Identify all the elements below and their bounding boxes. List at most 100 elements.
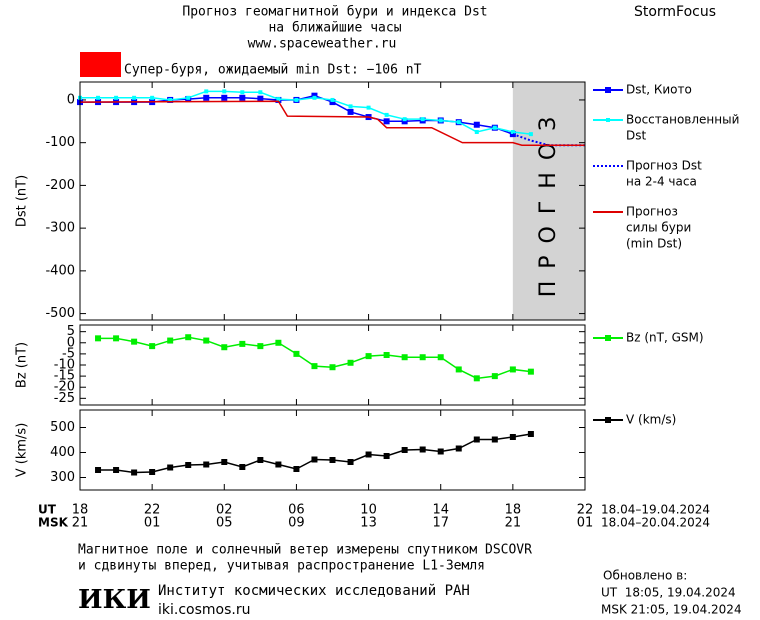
legend-label: Bz (nT, GSM)	[626, 331, 704, 345]
data-point	[203, 94, 210, 101]
y-tick-label: 500	[50, 420, 75, 435]
data-point	[438, 118, 443, 123]
y-tick-label: 300	[50, 470, 75, 485]
data-point	[528, 132, 533, 137]
data-point	[113, 335, 120, 342]
data-point	[383, 118, 390, 125]
x-tick-label: 14	[432, 503, 449, 518]
data-point	[275, 339, 282, 346]
plot-area	[80, 82, 585, 320]
x-tick-label: 10	[360, 503, 377, 518]
legend-label: на 2-4 часа	[626, 175, 697, 189]
plot-frame	[79, 409, 586, 491]
data-point	[365, 451, 372, 458]
x-tick-label: 18	[72, 503, 89, 518]
legend-label: V (km/s)	[626, 413, 676, 427]
data-point	[473, 375, 480, 382]
y-tick-label: -20	[54, 380, 75, 395]
data-point	[365, 353, 372, 360]
legend-label: Dst, Киото	[626, 83, 692, 97]
data-point	[347, 108, 354, 115]
data-point	[455, 445, 462, 452]
data-point	[419, 446, 426, 453]
data-point	[311, 92, 318, 99]
date-range: 18.04–19.04.2024	[601, 503, 710, 517]
data-point	[473, 436, 480, 443]
data-point	[131, 469, 138, 476]
data-point	[474, 129, 479, 134]
row-label: UT	[38, 503, 57, 517]
data-point	[257, 95, 264, 102]
data-point	[311, 363, 318, 370]
x-tick-label-msk: 01	[577, 516, 594, 531]
data-point	[473, 121, 480, 128]
y-tick-label: -5	[62, 346, 75, 361]
data-point	[383, 453, 390, 459]
y-tick-label: -500	[45, 306, 75, 321]
x-tick-label: 22	[577, 503, 594, 518]
data-point	[509, 434, 516, 440]
forecast-region	[512, 82, 585, 320]
plot-frame	[79, 324, 586, 406]
legend-label: Прогноз Dst	[626, 159, 702, 173]
logo: ИКИ	[78, 585, 151, 615]
footer-note: Магнитное поле и солнечный ветер измерен…	[78, 543, 532, 558]
data-point	[366, 105, 371, 110]
data-point	[456, 120, 461, 125]
y-tick-label: -10	[54, 358, 75, 373]
data-point	[95, 467, 102, 473]
y-axis-label: V (km/s)	[15, 423, 30, 478]
plot-frame	[79, 81, 586, 321]
y-axis-label: Dst (nT)	[15, 175, 30, 227]
legend-marker	[605, 87, 611, 93]
legend-label: Dst	[626, 129, 646, 143]
legend-label: силы бури	[626, 221, 691, 235]
data-point	[401, 118, 408, 125]
data-point	[312, 95, 317, 100]
data-point	[132, 95, 137, 100]
legend-label: Восстановленный	[626, 113, 739, 127]
updated-ut: UT 18:05, 19.04.2024	[601, 586, 736, 600]
x-tick-label: 22	[144, 503, 161, 518]
y-tick-label: -25	[54, 391, 75, 406]
data-point	[239, 340, 246, 347]
alert-box	[80, 52, 121, 77]
data-point	[294, 97, 299, 102]
data-point	[402, 117, 407, 122]
x-tick-label-msk: 09	[288, 516, 305, 531]
data-point	[293, 466, 300, 472]
data-point	[275, 461, 282, 468]
data-point	[240, 90, 245, 95]
data-point	[186, 95, 191, 100]
data-point	[258, 90, 263, 95]
data-point	[384, 112, 389, 117]
data-point	[203, 337, 210, 344]
data-point	[491, 373, 498, 380]
x-tick-label-msk: 01	[144, 516, 161, 531]
data-point	[150, 95, 155, 100]
data-point	[222, 89, 227, 94]
data-point	[203, 461, 210, 468]
data-point	[401, 354, 408, 361]
legend-marker	[605, 417, 611, 423]
data-point	[221, 94, 228, 101]
y-tick-label: 400	[50, 445, 75, 460]
site: iki.cosmos.ru	[158, 602, 250, 618]
updated-msk: MSK 21:05, 19.04.2024	[601, 603, 742, 617]
y-tick-label: -15	[54, 369, 75, 384]
data-point	[221, 344, 228, 351]
legend-label: Прогноз	[626, 205, 678, 219]
title: Прогноз геомагнитной бури и индекса Dst	[182, 5, 487, 20]
data-point	[509, 366, 516, 373]
data-point	[185, 462, 192, 468]
data-point	[329, 99, 336, 106]
data-point	[168, 97, 173, 102]
data-point	[330, 97, 335, 102]
y-tick-label: 0	[67, 335, 75, 350]
y-tick-label: -100	[45, 135, 75, 150]
institute: Институт космических исследований РАН	[158, 583, 470, 599]
data-point	[204, 89, 209, 94]
data-point	[257, 457, 264, 463]
data-point	[239, 464, 246, 470]
